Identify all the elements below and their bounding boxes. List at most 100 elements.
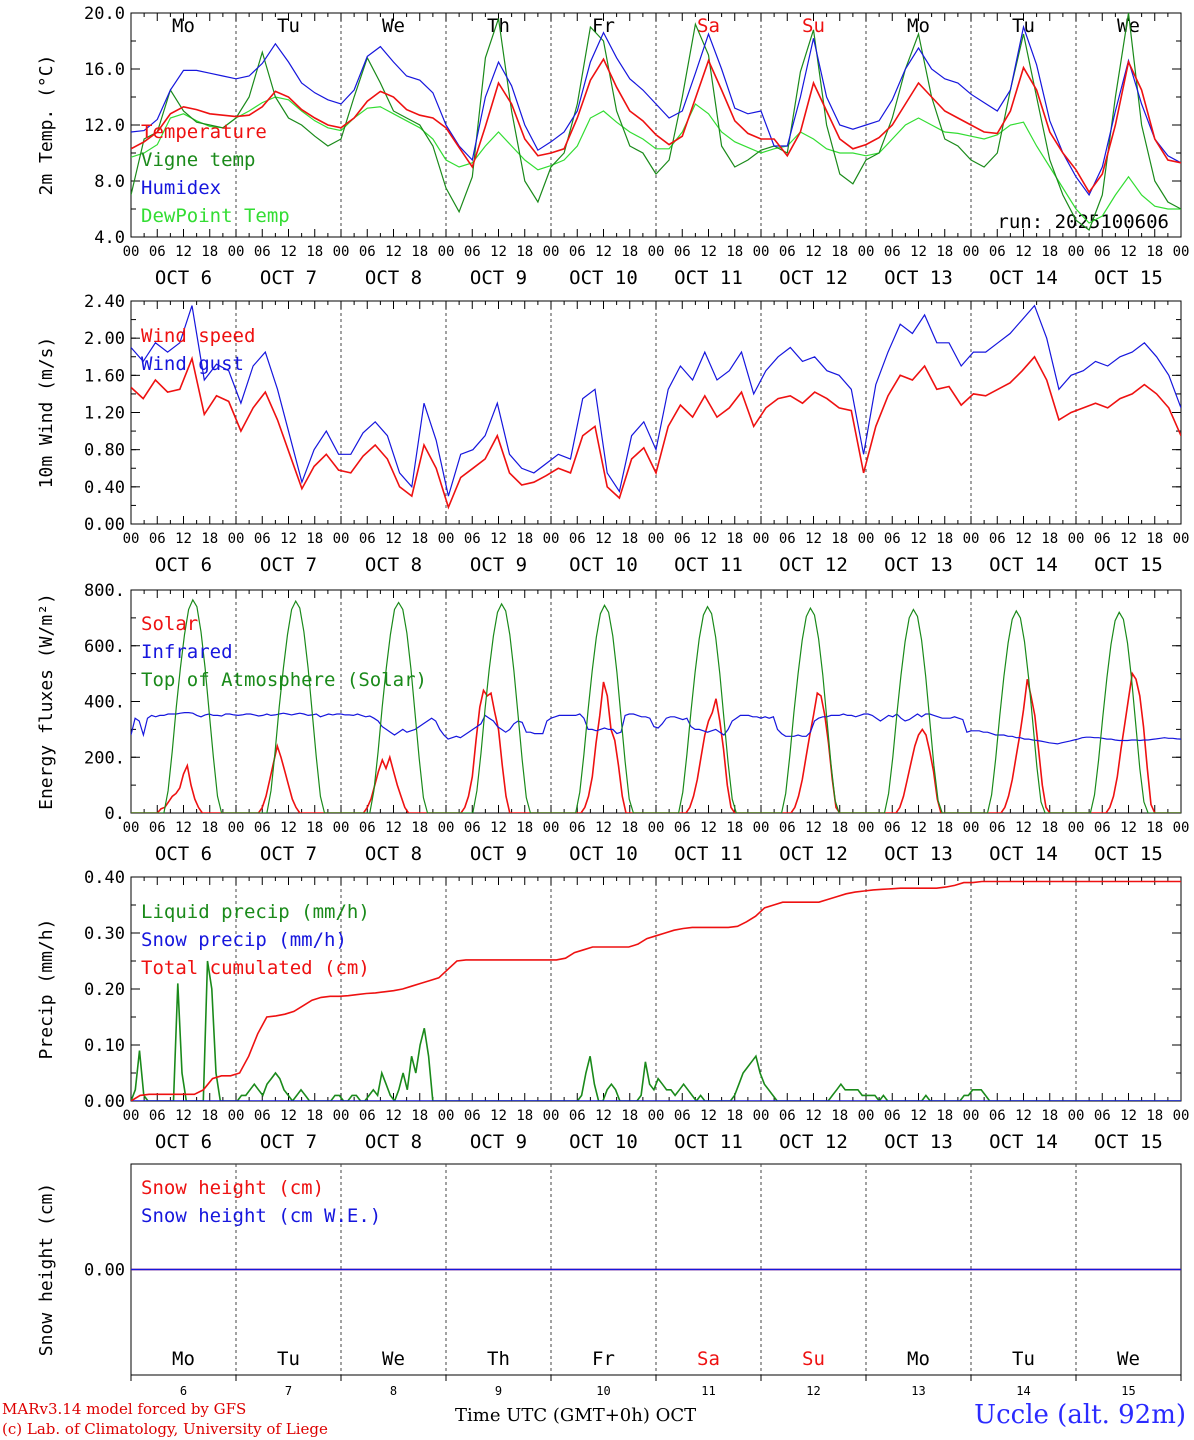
x-hour-label: 00 <box>438 244 455 260</box>
day-name-label: Tu <box>277 1348 300 1370</box>
y-tick-label: 200. <box>84 748 125 768</box>
x-hour-label: 18 <box>1146 244 1163 260</box>
x-hour-label: 12 <box>280 244 297 260</box>
x-hour-label: 00 <box>123 820 140 836</box>
x-hour-label: 06 <box>359 820 376 836</box>
x-hour-label: 18 <box>936 1108 953 1124</box>
x-hour-label: 18 <box>831 1108 848 1124</box>
series-line-vigne-temp <box>131 13 1181 231</box>
x-hour-label: 06 <box>149 820 166 836</box>
x-hour-label: 06 <box>254 1108 271 1124</box>
day-name-label: Fr <box>592 1348 615 1370</box>
run-label: run: 2025100606 <box>997 211 1169 233</box>
x-hour-label: 00 <box>438 531 455 547</box>
y-tick-label: 800. <box>84 581 125 601</box>
x-hour-label: 06 <box>989 531 1006 547</box>
legend-label: DewPoint Temp <box>141 205 290 227</box>
x-hour-label: 06 <box>1094 531 1111 547</box>
x-day-label: OCT 7 <box>260 267 317 289</box>
x-hour-label: 12 <box>700 1108 717 1124</box>
x-hour-label: 00 <box>1173 244 1190 260</box>
y-tick-label: 0.00 <box>84 515 125 535</box>
x-day-label: OCT 7 <box>260 1131 317 1153</box>
x-hour-label: 06 <box>359 1108 376 1124</box>
x-hour-label: 00 <box>333 820 350 836</box>
series-line-temperature <box>131 57 1181 194</box>
y-tick-label: 0.30 <box>84 924 125 944</box>
x-hour-label: 12 <box>385 244 402 260</box>
x-hour-label: 06 <box>359 244 376 260</box>
y-tick-label: 1.20 <box>84 404 125 424</box>
x-hour-label: 12 <box>490 531 507 547</box>
x-day-label: OCT 8 <box>365 267 422 289</box>
y-tick-label: 20.0 <box>84 4 125 24</box>
x-hour-label: 00 <box>123 531 140 547</box>
panel-frame <box>130 589 1182 814</box>
day-name-label: Mo <box>907 15 930 37</box>
x-hour-label: 18 <box>1041 244 1058 260</box>
x-hour-label: 12 <box>700 531 717 547</box>
x-hour-label: 00 <box>438 820 455 836</box>
x-hour-label: 18 <box>1041 531 1058 547</box>
x-hour-label: 18 <box>936 531 953 547</box>
x-hour-label: 06 <box>254 820 271 836</box>
y-tick-label: 12.0 <box>84 116 125 136</box>
panel-frame <box>130 300 1182 525</box>
x-hour-label: 06 <box>884 820 901 836</box>
x-day-label: OCT 15 <box>1094 267 1163 289</box>
x-day-label: OCT 8 <box>365 843 422 865</box>
x-day-label: OCT 15 <box>1094 1131 1163 1153</box>
x-hour-label: 12 <box>700 820 717 836</box>
x-hour-label: 18 <box>621 820 638 836</box>
x-hour-label: 06 <box>989 244 1006 260</box>
day-name-label: Mo <box>172 15 195 37</box>
x-hour-label: 18 <box>1146 1108 1163 1124</box>
legend-label: Vigne temp <box>141 149 255 171</box>
x-day-label: OCT 13 <box>884 843 953 865</box>
x-day-label: OCT 8 <box>365 1131 422 1153</box>
x-hour-label: 00 <box>123 1108 140 1124</box>
x-hour-label: 00 <box>1068 531 1085 547</box>
x-hour-label: 18 <box>936 820 953 836</box>
x-hour-label: 18 <box>201 244 218 260</box>
day-name-label: Th <box>487 15 510 37</box>
x-hour-label: 12 <box>385 531 402 547</box>
x-hour-label: 18 <box>306 244 323 260</box>
x-day-label: OCT 14 <box>989 1131 1058 1153</box>
x-hour-label: 06 <box>464 820 481 836</box>
x-hour-label: 12 <box>385 1108 402 1124</box>
x-hour-label: 18 <box>831 820 848 836</box>
x-day-label: OCT 6 <box>155 267 212 289</box>
x-day-label: OCT 15 <box>1094 843 1163 865</box>
x-hour-label: 18 <box>306 1108 323 1124</box>
day-name-label: We <box>1117 15 1140 37</box>
legend-label: Humidex <box>141 177 221 199</box>
x-hour-label: 18 <box>936 244 953 260</box>
x-hour-label: 12 <box>175 820 192 836</box>
x-hour-label: 12 <box>595 1108 612 1124</box>
x-day-label: OCT 6 <box>155 1131 212 1153</box>
x-day-label: OCT 13 <box>884 1131 953 1153</box>
x-hour-label: 00 <box>333 244 350 260</box>
x-hour-label: 00 <box>543 531 560 547</box>
x-hour-label: 06 <box>884 531 901 547</box>
x-hour-label: 00 <box>1173 1108 1190 1124</box>
x-hour-label: 00 <box>858 531 875 547</box>
x-hour-label: 06 <box>1094 820 1111 836</box>
x-hour-label: 12 <box>490 1108 507 1124</box>
x-hour-label: 06 <box>989 1108 1006 1124</box>
day-number-label: 6 <box>180 1384 187 1398</box>
x-hour-label: 18 <box>726 1108 743 1124</box>
x-hour-label: 12 <box>490 244 507 260</box>
x-hour-label: 12 <box>1120 820 1137 836</box>
y-tick-label: 0.10 <box>84 1036 125 1056</box>
x-hour-label: 06 <box>254 531 271 547</box>
x-hour-label: 12 <box>1120 1108 1137 1124</box>
x-hour-label: 00 <box>648 1108 665 1124</box>
x-day-label: OCT 9 <box>470 843 527 865</box>
x-hour-label: 00 <box>963 820 980 836</box>
footer-credit: (c) Lab. of Climatology, University of L… <box>2 1420 328 1438</box>
x-day-label: OCT 13 <box>884 267 953 289</box>
x-hour-label: 00 <box>1068 244 1085 260</box>
x-hour-label: 06 <box>569 244 586 260</box>
